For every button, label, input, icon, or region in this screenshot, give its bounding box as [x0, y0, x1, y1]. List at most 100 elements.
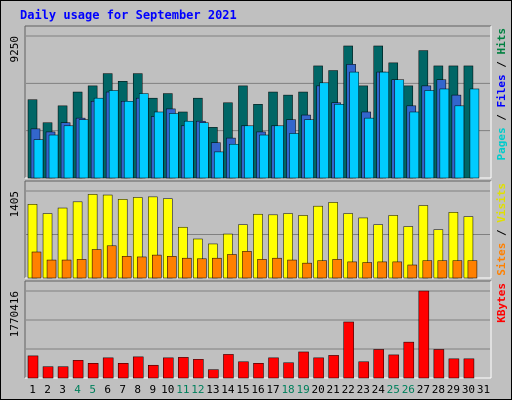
bar-kbytes-day-25 [388, 354, 400, 379]
legend-item-files: Files [495, 74, 508, 107]
x-tick-label: 22 [342, 383, 355, 396]
legend-separator: / [495, 55, 508, 75]
legend-text: Sites / Visits [495, 183, 508, 276]
bar-sites-day-6 [106, 245, 117, 279]
x-tick-label: 24 [372, 383, 386, 396]
bar-pages-day-16 [259, 134, 269, 179]
bar-kbytes-day-4 [72, 360, 84, 379]
legend-item-kbytes: KBytes [495, 283, 508, 323]
bar-pages-day-26 [409, 111, 420, 179]
bar-pages-day-20 [319, 82, 329, 179]
bar-pages-day-9 [154, 111, 164, 179]
bar-pages-day-28 [439, 88, 450, 179]
bar-kbytes-day-15 [238, 361, 249, 379]
x-tick-label: 27 [417, 383, 430, 396]
bar-pages-day-23 [364, 117, 374, 179]
bar-pages-day-27 [424, 90, 435, 179]
x-tick-label: 4 [74, 383, 81, 396]
bar-kbytes-day-3 [57, 366, 69, 379]
bar-sites-day-15 [242, 251, 252, 279]
x-tick-label: 5 [89, 383, 96, 396]
bar-sites-day-27 [422, 260, 433, 279]
bar-kbytes-day-29 [448, 358, 460, 379]
x-tick-label: 18 [281, 383, 294, 396]
x-tick-label: 23 [357, 383, 370, 396]
legend-text: KBytes [495, 283, 508, 323]
bar-sites-day-26 [407, 264, 418, 279]
bar-sites-day-2 [46, 259, 57, 279]
bar-kbytes-day-21 [328, 355, 339, 379]
bar-kbytes-day-14 [223, 354, 234, 379]
bar-pages-day-1 [33, 139, 44, 179]
x-tick-label: 17 [266, 383, 279, 396]
bar-kbytes-day-2 [42, 366, 54, 379]
bar-kbytes-day-5 [87, 363, 99, 379]
bar-kbytes-day-24 [373, 349, 384, 379]
x-tick-label: 8 [134, 383, 141, 396]
bar-pages-day-21 [334, 104, 344, 179]
bar-sites-day-16 [257, 259, 267, 279]
bar-sites-day-5 [91, 249, 102, 279]
bar-sites-day-25 [392, 261, 403, 279]
chart-title: Daily usage for September 2021 [20, 8, 237, 22]
bar-kbytes-day-12 [193, 359, 204, 379]
bar-sites-day-3 [61, 259, 72, 279]
x-tick-label: 7 [119, 383, 126, 396]
bar-sites-day-30 [467, 260, 478, 279]
bar-kbytes-day-6 [102, 357, 114, 379]
bar-kbytes-day-11 [178, 357, 189, 379]
series-sites [31, 245, 478, 279]
legend-item-hits: Hits [495, 28, 508, 55]
bar-kbytes-day-16 [253, 363, 264, 379]
legend-text: Pages / Files / Hits [495, 28, 508, 161]
bar-sites-day-28 [437, 260, 448, 279]
bar-sites-day-11 [182, 257, 192, 279]
x-tick-label: 15 [236, 383, 249, 396]
y-max-label: 1405 [8, 191, 21, 218]
legend-separator: / [495, 108, 508, 128]
bar-pages-day-7 [123, 100, 134, 179]
bar-pages-day-8 [138, 93, 149, 179]
bar-pages-day-22 [349, 71, 359, 179]
bar-pages-day-15 [244, 125, 254, 179]
bar-pages-day-24 [379, 71, 389, 179]
x-tick-label: 12 [191, 383, 204, 396]
legend-item-visits: Visits [495, 183, 508, 223]
x-tick-label: 10 [161, 383, 174, 396]
bar-pages-day-12 [199, 122, 209, 179]
bar-kbytes-day-1 [27, 355, 39, 379]
x-tick-label: 14 [221, 383, 235, 396]
bar-sites-day-9 [152, 254, 162, 279]
bar-kbytes-day-22 [343, 321, 354, 379]
bar-kbytes-day-8 [132, 356, 144, 379]
bar-sites-day-20 [317, 260, 327, 279]
bar-kbytes-day-26 [403, 341, 415, 379]
bar-sites-day-7 [121, 256, 132, 279]
x-tick-label: 3 [59, 383, 66, 396]
bar-pages-day-29 [454, 105, 465, 179]
x-tick-label: 6 [104, 383, 111, 396]
legend-separator: / [495, 223, 508, 243]
bar-pages-day-17 [274, 125, 284, 179]
bar-pages-day-13 [214, 151, 224, 179]
panel-hits_files_pages: 9250 Pages / Files / Hits [8, 25, 508, 179]
bar-sites-day-17 [272, 257, 282, 279]
bar-sites-day-22 [347, 261, 357, 279]
legend-item-sites: Sites [495, 243, 508, 276]
bar-kbytes-day-20 [313, 357, 324, 379]
bar-sites-day-24 [377, 261, 387, 279]
bar-sites-day-29 [452, 260, 463, 279]
bar-sites-day-14 [227, 254, 237, 279]
legend-item-pages: Pages [495, 127, 508, 160]
bar-kbytes-day-27 [418, 290, 430, 379]
x-tick-label: 29 [447, 383, 460, 396]
x-tick-label: 9 [149, 383, 156, 396]
bar-kbytes-day-23 [358, 361, 369, 379]
bar-pages-day-10 [169, 113, 179, 179]
x-tick-label: 28 [432, 383, 445, 396]
x-tick-label: 11 [176, 383, 189, 396]
x-tick-label: 2 [44, 383, 51, 396]
bar-pages-day-11 [184, 120, 194, 179]
y-max-label: 1770416 [8, 291, 21, 337]
